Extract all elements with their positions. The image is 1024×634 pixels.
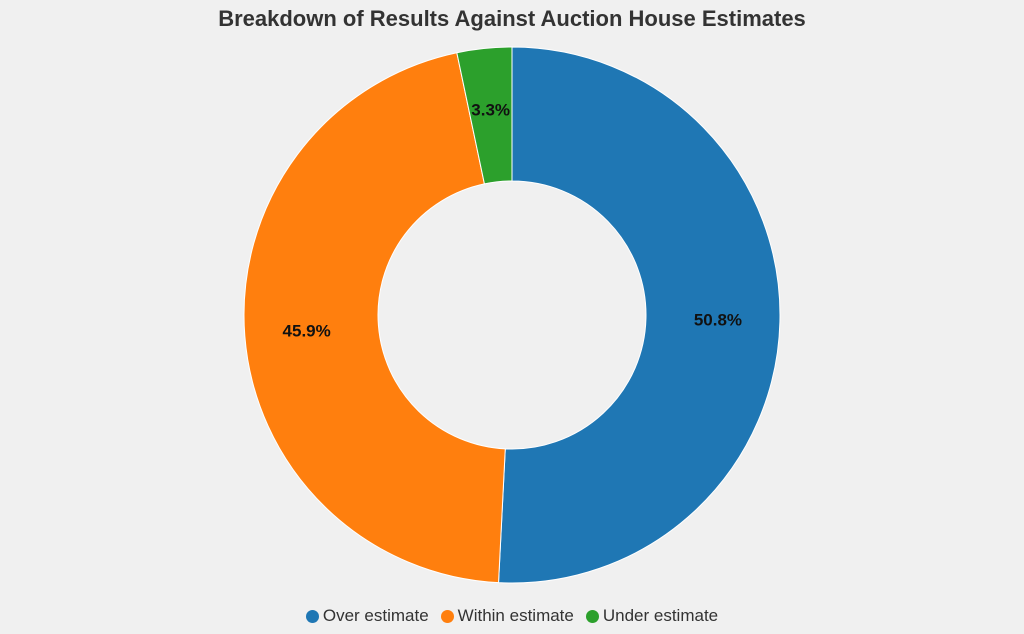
slice-label-over-estimate: 50.8% xyxy=(694,311,742,330)
legend-swatch-over-estimate xyxy=(305,609,319,623)
legend-label-within-estimate: Within estimate xyxy=(457,606,574,625)
slice-over-estimate[interactable] xyxy=(498,46,781,584)
slice-label-under-estimate: 3.3% xyxy=(471,101,510,120)
slice-label-within-estimate: 45.9% xyxy=(283,322,331,341)
labels-group: 50.8% 45.9% 3.3% xyxy=(283,101,743,341)
legend-label-over-estimate: Over estimate xyxy=(322,606,429,625)
slice-under-estimate[interactable] xyxy=(456,46,513,185)
legend: Over estimate Within estimate Under esti… xyxy=(0,606,1024,626)
chart-title: Breakdown of Results Against Auction Hou… xyxy=(218,6,806,31)
legend-swatch-within-estimate xyxy=(440,609,454,623)
legend-item-over-estimate[interactable]: Over estimate xyxy=(305,606,429,626)
slice-within-estimate[interactable] xyxy=(243,52,506,584)
legend-swatch-under-estimate xyxy=(585,609,599,623)
legend-label-under-estimate: Under estimate xyxy=(602,606,719,625)
legend-item-under-estimate[interactable]: Under estimate xyxy=(585,606,719,626)
legend-item-within-estimate[interactable]: Within estimate xyxy=(440,606,574,626)
slices-group xyxy=(243,46,781,584)
